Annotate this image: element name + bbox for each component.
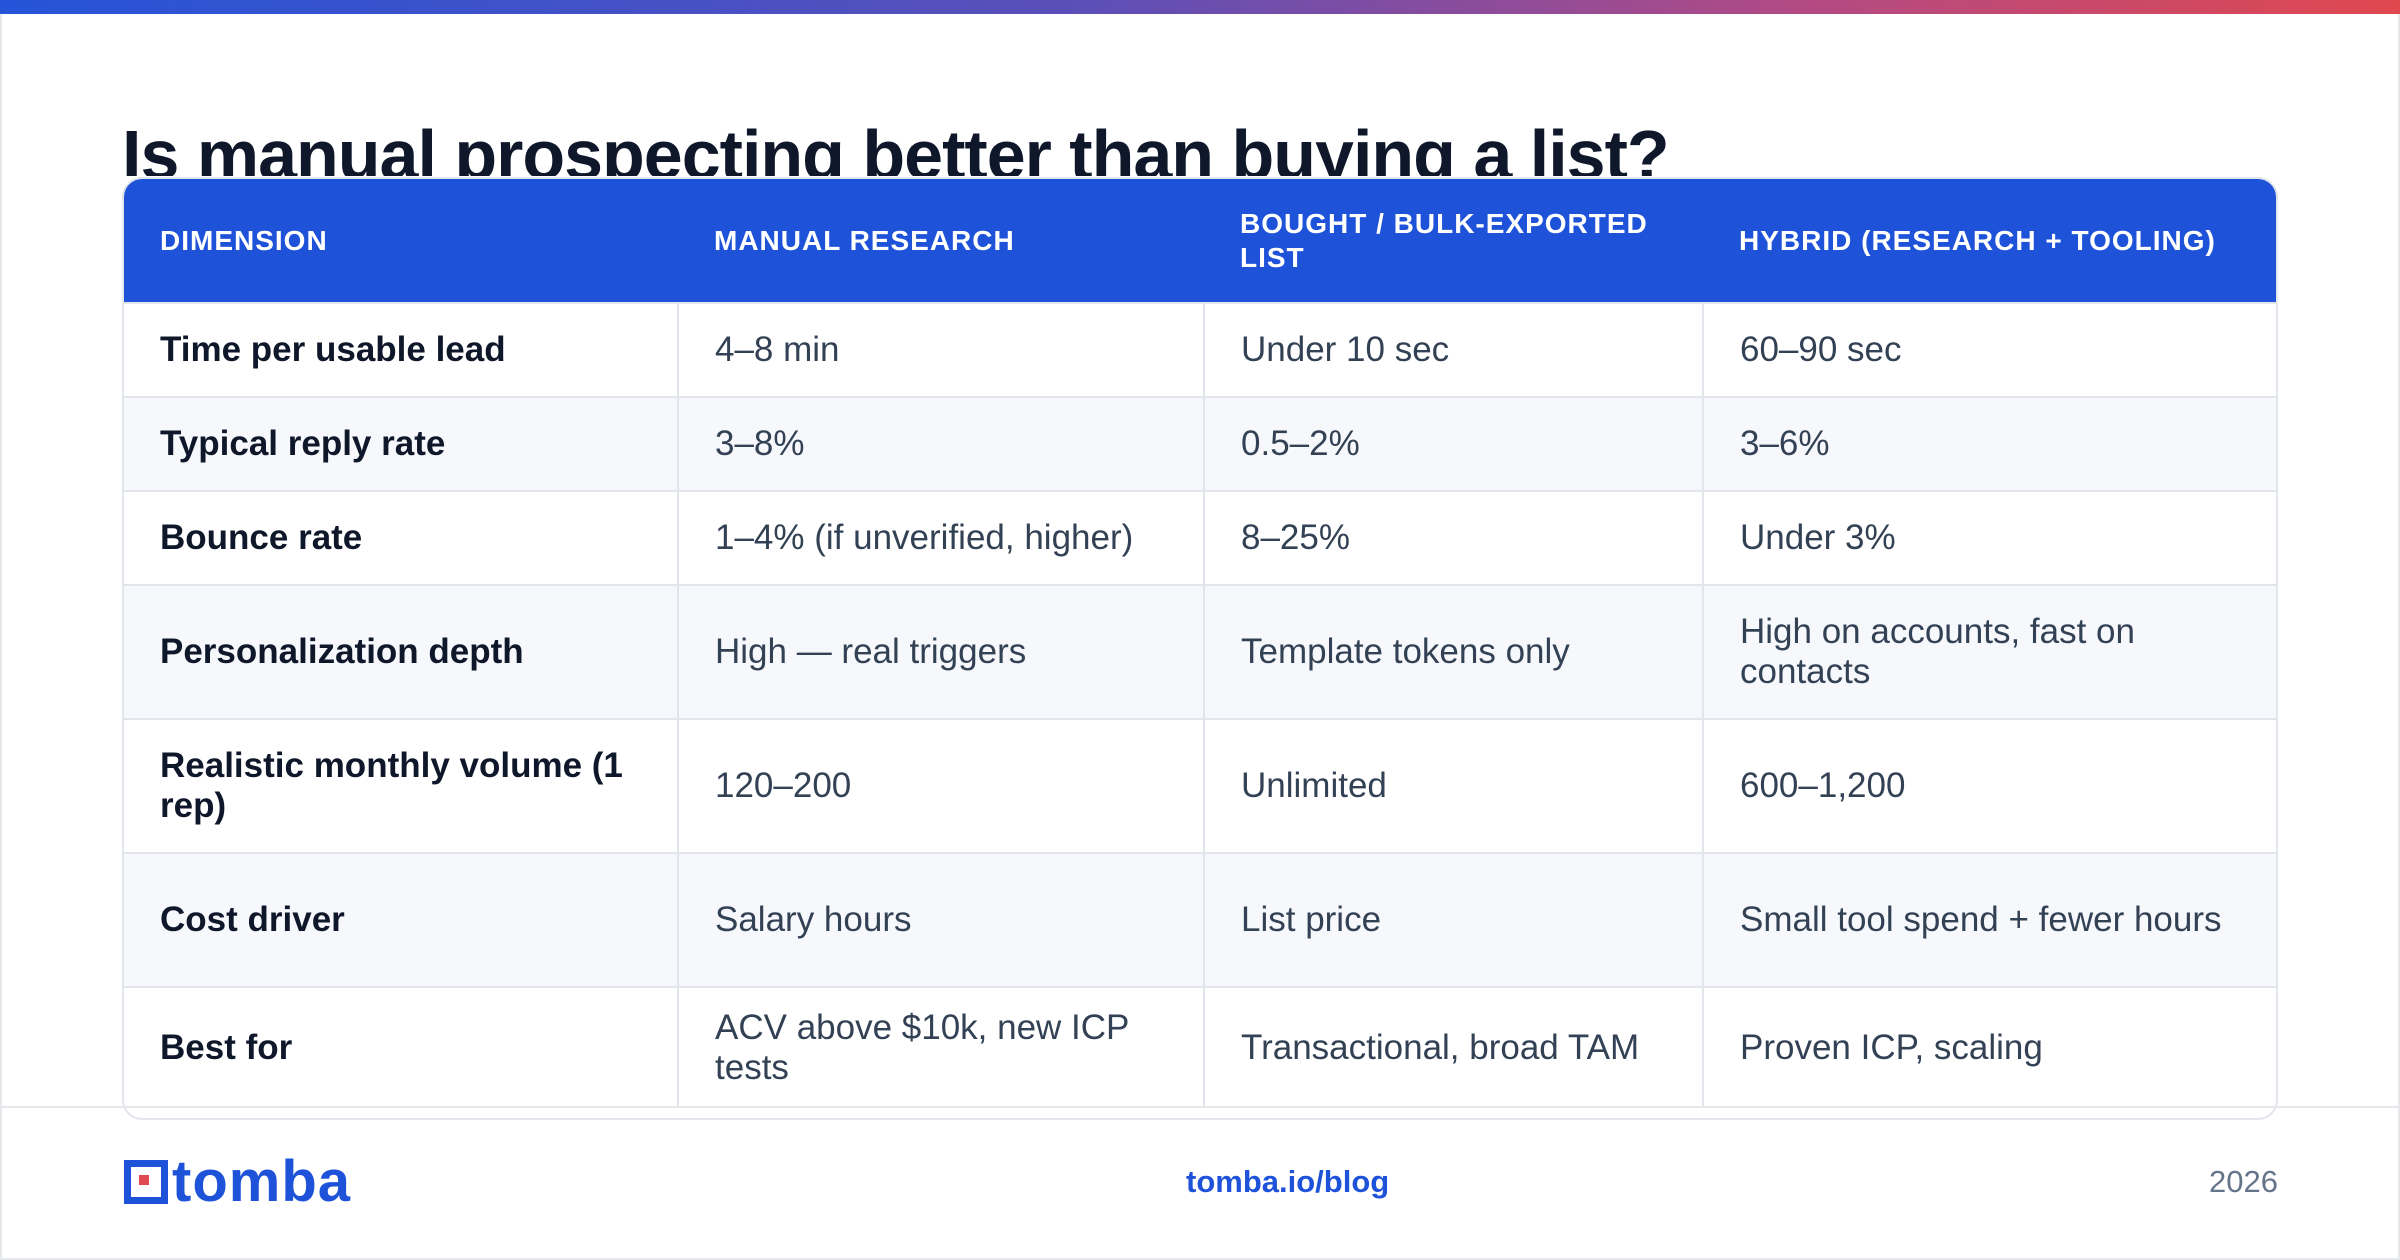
cell-bought: List price [1203, 852, 1703, 987]
row-dimension: Cost driver [124, 852, 678, 987]
cell-manual: 4–8 min [677, 302, 1204, 397]
table-row: Time per usable lead 4–8 min Under 10 se… [124, 302, 2276, 397]
cell-hybrid: 600–1,200 [1702, 718, 2276, 853]
row-dimension: Personalization depth [124, 584, 678, 719]
cell-manual: High — real triggers [677, 584, 1204, 719]
page-title: Is manual prospecting better than buying… [122, 116, 1669, 176]
row-dimension: Time per usable lead [124, 302, 678, 397]
cell-bought: Transactional, broad TAM [1203, 986, 1703, 1107]
row-dimension: Realistic monthly volume (1 rep) [124, 718, 678, 853]
header-manual-research: MANUAL RESEARCH [714, 224, 1015, 256]
row-dimension: Bounce rate [124, 490, 678, 585]
cell-manual: ACV above $10k, new ICP tests [677, 986, 1204, 1107]
cell-bought: Unlimited [1203, 718, 1703, 853]
cell-manual: 1–4% (if unverified, higher) [677, 490, 1204, 585]
row-dimension: Typical reply rate [124, 396, 678, 491]
cell-manual: 3–8% [677, 396, 1204, 491]
blog-link[interactable]: tomba.io/blog [1186, 1164, 1390, 1199]
header-dimension: DIMENSION [160, 224, 328, 256]
top-gradient-bar [0, 0, 2400, 14]
cell-hybrid: 60–90 sec [1702, 302, 2276, 397]
cell-hybrid: High on accounts, fast on contacts [1702, 584, 2276, 719]
table-row: Realistic monthly volume (1 rep) 120–200… [124, 718, 2276, 853]
table-row: Typical reply rate 3–8% 0.5–2% 3–6% [124, 396, 2276, 491]
brand-name: tomba [172, 1149, 351, 1214]
cell-hybrid: Small tool spend + fewer hours [1702, 852, 2276, 987]
cell-bought: Under 10 sec [1203, 302, 1703, 397]
cell-hybrid: Under 3% [1702, 490, 2276, 585]
cell-bought: 8–25% [1203, 490, 1703, 585]
table-row: Personalization depth High — real trigge… [124, 584, 2276, 719]
table-row: Cost driver Salary hours List price Smal… [124, 852, 2276, 987]
cell-manual: 120–200 [677, 718, 1204, 853]
cell-bought: 0.5–2% [1203, 396, 1703, 491]
cell-manual: Salary hours [677, 852, 1204, 987]
comparison-table: DIMENSION MANUAL RESEARCH BOUGHT / BULK-… [122, 177, 2278, 1120]
footer-year: 2026 [2209, 1164, 2278, 1199]
footer-divider [0, 1106, 2400, 1108]
brand-logo[interactable]: tomba [122, 1149, 351, 1214]
header-bought-list: BOUGHT / BULK-EXPORTED LIST [1240, 207, 1648, 273]
table-header-row: DIMENSION MANUAL RESEARCH BOUGHT / BULK-… [124, 179, 2276, 303]
header-hybrid: HYBRID (RESEARCH + TOOLING) [1739, 224, 2216, 256]
cell-hybrid: 3–6% [1702, 396, 2276, 491]
cell-hybrid: Proven ICP, scaling [1702, 986, 2276, 1107]
cell-bought: Template tokens only [1203, 584, 1703, 719]
row-dimension: Best for [124, 986, 678, 1107]
table-row: Best for ACV above $10k, new ICP tests T… [124, 986, 2276, 1107]
tomba-logo-icon [124, 1160, 168, 1204]
table-row: Bounce rate 1–4% (if unverified, higher)… [124, 490, 2276, 585]
